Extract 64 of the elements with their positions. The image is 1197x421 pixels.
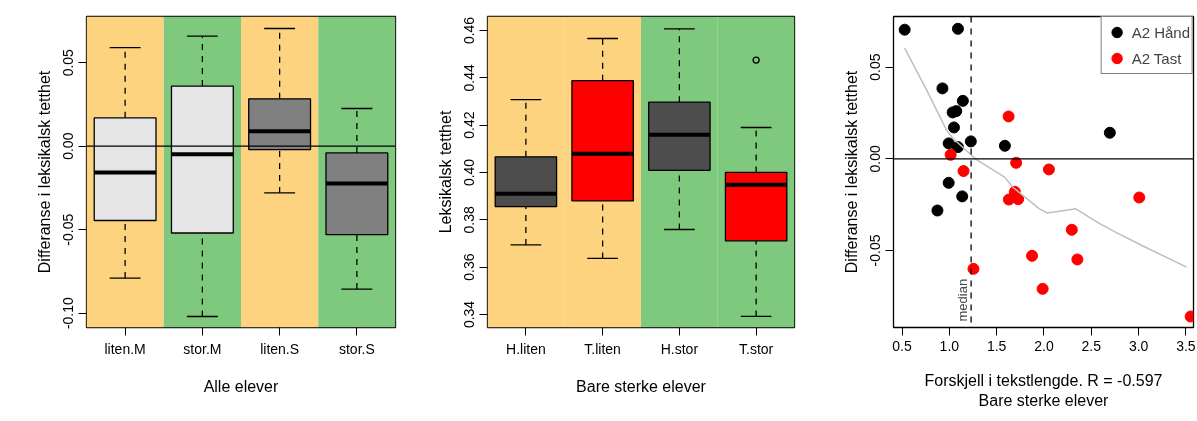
point <box>998 139 1011 152</box>
x-axis-title: Bare sterke elever <box>576 377 707 395</box>
line-series <box>903 47 1188 268</box>
point <box>967 262 980 275</box>
y-axis-title: Leksikalsk tetthet <box>436 110 454 234</box>
y-tick-label: 0.44 <box>461 63 478 92</box>
point <box>964 135 977 148</box>
point <box>1071 253 1084 266</box>
y-axis-title: Differanse i leksikalsk tetthet <box>842 70 860 274</box>
x-tick-label: stor.M <box>183 340 222 357</box>
y-tick-label: 0.42 <box>461 111 478 139</box>
ref-line-label: median <box>955 278 971 322</box>
point <box>898 23 911 36</box>
point <box>1010 156 1023 169</box>
point <box>942 176 955 189</box>
y-axis-title: Differanse i leksikalsk tetthet <box>35 70 53 274</box>
x-tick-label: 1.5 <box>986 337 1007 354</box>
y-tick-label: 0.00 <box>60 132 77 160</box>
point <box>950 105 963 118</box>
x-tick-label: 3.5 <box>1176 337 1196 354</box>
x-tick-label: 3.0 <box>1128 337 1149 354</box>
point <box>936 82 949 95</box>
y-tick-label: 0.40 <box>461 158 478 187</box>
point <box>957 165 970 178</box>
y-tick-label: -0.05 <box>60 213 77 246</box>
point <box>1103 126 1116 139</box>
point <box>947 121 960 134</box>
point <box>1065 223 1078 236</box>
point <box>951 22 964 35</box>
x-axis-title: Alle elever <box>203 377 280 395</box>
point <box>1133 191 1146 204</box>
y-tick-label: 0.36 <box>461 253 478 281</box>
x-axis-title: Forskjell i tekstlengde. R = -0.597 Bare sterke elever <box>924 371 1163 409</box>
x-tick-label: H.liten <box>506 340 546 357</box>
legend-label: A2 Hånd <box>1131 23 1190 41</box>
point <box>956 190 969 203</box>
x-tick-label: liten.M <box>104 340 146 357</box>
point <box>944 148 957 161</box>
point <box>931 204 944 217</box>
x-tick-label: H.stor <box>660 340 699 357</box>
y-tick-label: 0.38 <box>461 205 478 234</box>
point <box>1042 163 1055 176</box>
x-tick-label: 0.5 <box>892 337 912 354</box>
x-tick-label: stor.S <box>338 340 375 357</box>
point <box>956 94 969 107</box>
y-tick-label: -0.10 <box>60 296 77 330</box>
y-tick-label: -0.05 <box>867 234 884 267</box>
legend-label: A2 Tast <box>1131 49 1182 67</box>
point <box>942 137 955 150</box>
point <box>1036 282 1049 295</box>
x-tick-label: T.stor <box>739 340 774 357</box>
y-tick-label: 0.46 <box>461 16 478 45</box>
y-tick-label: 0.05 <box>60 48 77 77</box>
x-tick-label: liten.S <box>260 340 300 357</box>
y-tick-label: 0.34 <box>461 300 478 329</box>
point <box>1012 193 1025 206</box>
y-tick-label: 0.00 <box>867 144 884 173</box>
point <box>1026 249 1039 262</box>
y-tick-label: 0.05 <box>867 53 884 81</box>
x-tick-label: 1.0 <box>939 337 960 354</box>
x-tick-label: 2.0 <box>1034 337 1054 354</box>
point <box>1002 110 1015 123</box>
x-tick-label: 2.5 <box>1081 337 1102 354</box>
x-tick-label: T.liten <box>584 340 621 357</box>
